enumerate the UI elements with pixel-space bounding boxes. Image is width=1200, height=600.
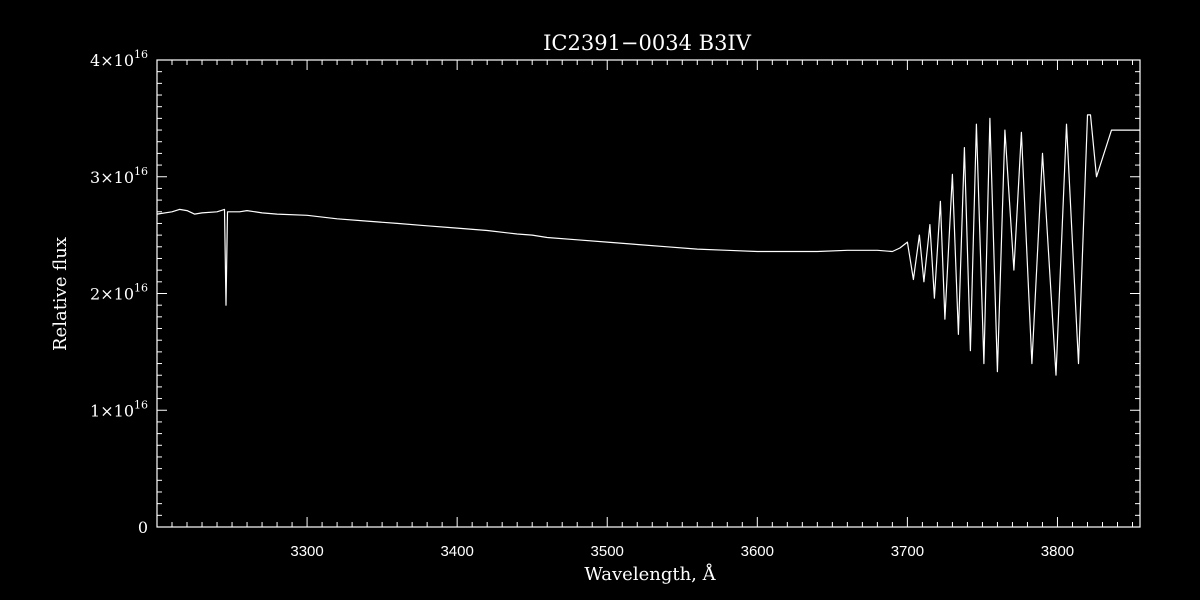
- y-tick-label: 4×1016: [90, 48, 148, 70]
- y-tick-mantissa: 3×10: [90, 168, 134, 187]
- x-axis-label: Wavelength, Å: [584, 563, 716, 585]
- y-tick-label: 1×1016: [90, 398, 148, 420]
- y-tick-exponent: 16: [134, 48, 148, 61]
- y-tick-label: 2×1016: [90, 282, 148, 304]
- x-tick-label: 3400: [440, 543, 473, 560]
- spectrum-line: [156, 114, 1140, 376]
- y-tick-mantissa: 1×10: [90, 401, 134, 420]
- y-tick-label: 0: [138, 518, 148, 537]
- y-tick-exponent: 16: [134, 398, 148, 411]
- x-tick-label: 3500: [591, 543, 624, 560]
- x-tick-label: 3800: [1041, 543, 1074, 560]
- y-tick-exponent: 16: [134, 165, 148, 178]
- tick-labels: 3300 3400 3500 3600 3700 380001×10162×10163×1…: [90, 48, 1074, 560]
- chart-title: IC2391−0034 B3IV: [543, 31, 752, 55]
- y-tick-mantissa: 0: [138, 518, 148, 537]
- x-tick-label: 3600: [741, 543, 774, 560]
- y-tick-mantissa: 4×10: [90, 51, 134, 70]
- y-tick-exponent: 16: [134, 282, 148, 295]
- series-group: [156, 114, 1140, 376]
- y-tick-mantissa: 2×10: [90, 285, 134, 304]
- x-tick-label: 3300: [290, 543, 323, 560]
- y-axis-label: Relative flux: [50, 237, 71, 351]
- y-tick-label: 3×1016: [90, 165, 148, 187]
- x-tick-label: 3700: [891, 543, 924, 560]
- axis-ticks: [156, 59, 1140, 528]
